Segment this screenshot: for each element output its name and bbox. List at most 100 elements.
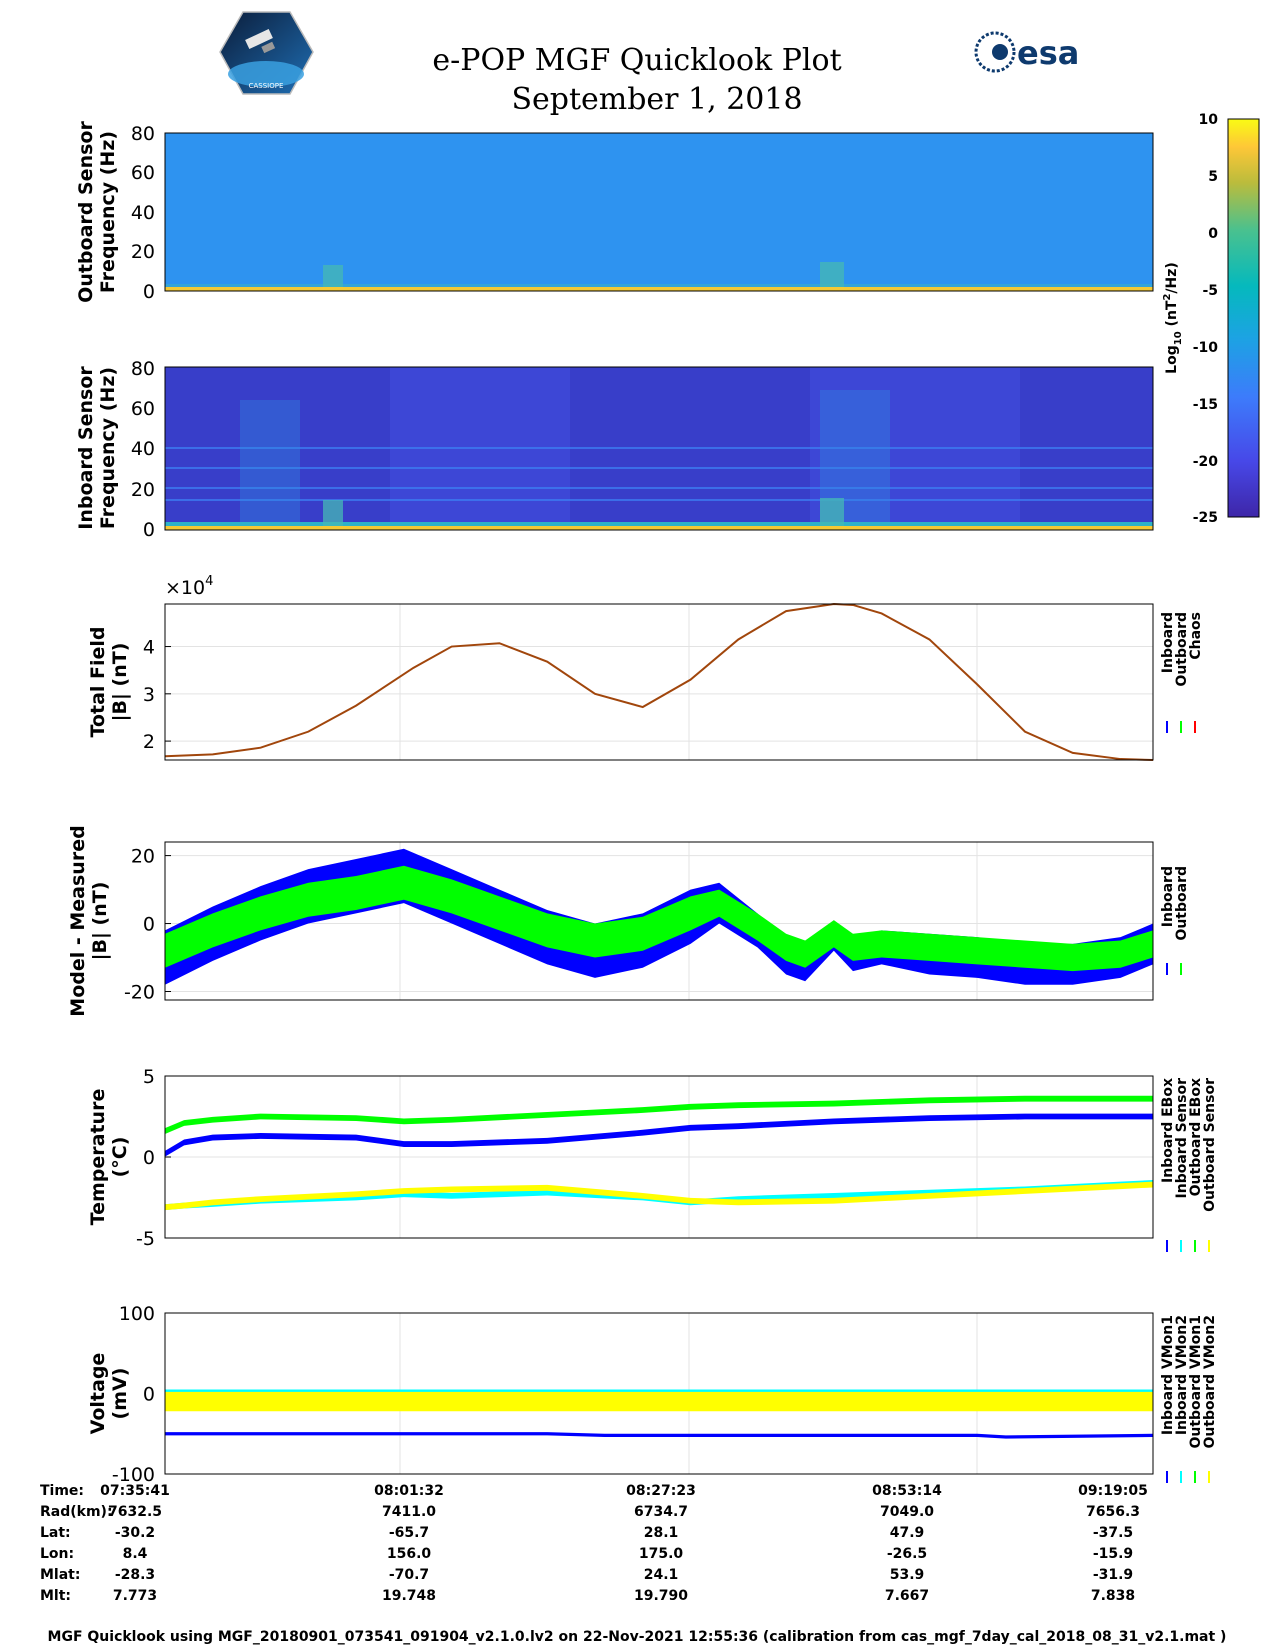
info-row-label: Lon: [40, 1546, 74, 1562]
legend-entry: Chaos [1188, 612, 1204, 660]
ylabel-line2: (mV) [109, 1368, 131, 1420]
ytick-label: 5 [143, 1066, 155, 1088]
spectrogram-inboard-ytick: 20 [131, 479, 155, 501]
plot-area [165, 604, 1153, 760]
legend-entry: Inboard EBox [1160, 1078, 1176, 1183]
series-line-chaos [164, 602, 1154, 761]
ylabel-line1: Model - Measured [67, 825, 89, 1016]
colorbar-tick: -20 [1193, 454, 1219, 470]
series-band-outboard-sensor [165, 1181, 1153, 1211]
info-cell: 175.0 [639, 1546, 684, 1562]
ylabel-line1: Temperature [87, 1089, 109, 1226]
logo-esa-text: esa [1017, 34, 1079, 72]
ytick-label: -5 [136, 1228, 155, 1250]
orbit-info-table: Time: Rad(km): Lat: Lon: Mlat: Mlt: 07:35:41 76… [40, 1483, 1148, 1604]
plot-frame [164, 1312, 1154, 1475]
ytick-label: 20 [131, 846, 155, 868]
legend-entry: Inboard Sensor [1174, 1078, 1190, 1199]
legend-entry: Outboard [1174, 866, 1190, 941]
info-cell: -37.5 [1093, 1525, 1133, 1541]
exponent-label: ×104 [165, 574, 213, 599]
plot-voltage: 100 0 -100 Voltage (mV) Inboard VMon1Inboard … [87, 1303, 1218, 1486]
ytick-label: -20 [124, 982, 155, 1004]
figure-date: September 1, 2018 [511, 82, 802, 117]
legend-entry: Outboard [1174, 612, 1190, 687]
legend-entry: Inboard VMon2 [1174, 1315, 1190, 1435]
info-cell: -70.7 [389, 1567, 429, 1583]
colorbar-tick: -5 [1202, 283, 1218, 299]
spectrogram-inboard-ylabel-line1: Inboard Sensor [75, 366, 97, 530]
spectrogram-inboard-burst-1 [323, 500, 343, 526]
legend-entry: Outboard Sensor [1202, 1078, 1218, 1212]
info-cell: 24.1 [644, 1567, 679, 1583]
colorbar-tick: -25 [1193, 510, 1218, 526]
legend-entry: Outboard EBox [1188, 1078, 1204, 1196]
ytick-label: 0 [143, 1384, 155, 1406]
spectrogram-outboard-burst-2 [820, 262, 844, 287]
series-band-outboard [165, 865, 1153, 972]
info-cell: 7656.3 [1086, 1504, 1140, 1520]
info-cell: 19.748 [382, 1588, 436, 1604]
ytick-label: -100 [112, 1464, 155, 1486]
spectrogram-outboard: 80 60 40 20 0 Outboard Sensor Frequency … [75, 121, 1154, 303]
colorbar-label: Log10 (nT2/Hz) [1162, 262, 1184, 374]
spectrogram-inboard-ytick: 60 [131, 398, 155, 420]
spectrogram-inboard-low-band [165, 522, 1153, 526]
ylabel-line2: (°C) [109, 1137, 131, 1178]
info-cell: 6734.7 [634, 1504, 688, 1520]
ylabel-line2: |B| (nT) [89, 882, 111, 961]
info-cell: 53.9 [890, 1567, 925, 1583]
spectrogram-inboard-emission-1 [240, 400, 300, 528]
colorbar-tick: 5 [1208, 169, 1218, 185]
info-cell: 08:27:23 [626, 1483, 696, 1499]
info-cell: 7.667 [885, 1588, 929, 1604]
logo-cassiope: CASSIOPE [219, 11, 314, 95]
plot-model-measured: 20 0 -20 Model - Measured |B| (nT) InboardOut… [67, 825, 1190, 1016]
info-row-label: Mlat: [40, 1567, 80, 1583]
spectrogram-inboard-ytick: 80 [131, 358, 155, 380]
spectrogram-outboard-ytick: 60 [131, 162, 155, 184]
info-cell: -30.2 [115, 1525, 155, 1541]
ylabel-line1: Total Field [87, 626, 109, 737]
footer-text: MGF Quicklook using MGF_20180901_073541_… [48, 1629, 1227, 1645]
info-row-label: Lat: [40, 1525, 71, 1541]
ytick-label: 2 [143, 731, 155, 753]
spectrogram-outboard-ylabel-line1: Outboard Sensor [75, 121, 97, 303]
spectrogram-outboard-dc-band [165, 287, 1153, 291]
spectrogram-outboard-plot-area [165, 133, 1153, 291]
spectrogram-inboard-ylabel-line2: Frequency (Hz) [97, 367, 119, 529]
ytick-label: 3 [143, 684, 155, 706]
info-cell: 08:53:14 [872, 1483, 942, 1499]
exponent-power: 4 [205, 574, 213, 589]
legend-entry: Inboard VMon1 [1160, 1315, 1176, 1435]
spectrogram-outboard-ylabel-line2: Frequency (Hz) [97, 131, 119, 293]
info-cell: -15.9 [1093, 1546, 1133, 1562]
colorbar-label-sup: 2 [1162, 294, 1173, 301]
colorbar-tick: -10 [1193, 340, 1219, 356]
spectrogram-outboard-ytick: 80 [131, 123, 155, 145]
logo-cassiope-text: CASSIOPE [249, 82, 284, 90]
info-cell: 7411.0 [382, 1504, 436, 1520]
info-cell: 7632.5 [108, 1504, 162, 1520]
info-cell: 7.773 [113, 1588, 157, 1604]
colorbar-tick: -15 [1193, 397, 1218, 413]
ytick-label: 4 [143, 637, 155, 659]
info-cell: 7.838 [1091, 1588, 1135, 1604]
info-cell: 28.1 [644, 1525, 679, 1541]
series-band-inboard-ebox [165, 1113, 1153, 1157]
logo-esa: esa [974, 31, 1079, 73]
spectrogram-outboard-ytick: 0 [143, 281, 155, 303]
info-cell: 7049.0 [880, 1504, 934, 1520]
colorbar-label-unit-b: /Hz) [1164, 262, 1180, 293]
info-row-label: Mlt: [40, 1588, 71, 1604]
colorbar-tick: 0 [1208, 226, 1218, 242]
colorbar-label-unit-a: (nT [1164, 300, 1180, 331]
ytick-label: 100 [119, 1303, 155, 1325]
spectrogram-outboard-low-band [165, 284, 1153, 287]
info-row-label: Rad(km): [40, 1504, 113, 1520]
spectrogram-outboard-burst-1 [323, 265, 343, 287]
legend-entry: Outboard VMon1 [1188, 1315, 1204, 1449]
info-cell: 08:01:32 [374, 1483, 444, 1499]
